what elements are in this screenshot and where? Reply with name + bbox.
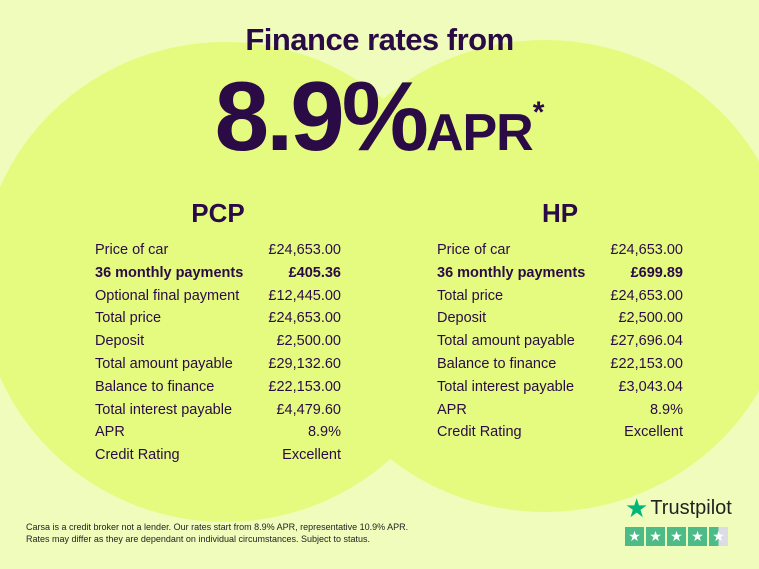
row-value: £24,653.00 [610,242,683,258]
row-label: APR [95,424,125,441]
row-label: APR [437,401,467,418]
row-label: Total amount payable [95,355,233,372]
row-label: Balance to finance [95,378,215,395]
table-row: Total interest payable £3,043.04 [437,376,683,399]
row-label: Deposit [95,333,145,350]
table-row: Credit Rating Excellent [95,444,341,467]
row-value: £22,153.00 [610,355,683,372]
row-value: Excellent [624,424,683,441]
table-row: 36 monthly payments £699.89 [437,262,683,285]
hp-table: HP Price of car £24,653.00 36 monthly paym… [437,198,683,444]
row-value: £24,653.00 [268,310,341,327]
row-label: Total interest payable [95,401,233,418]
row-value: Excellent [282,447,341,464]
row-value: £29,132.60 [268,355,341,372]
half-star-icon: ★ [709,527,728,546]
pcp-title: PCP [191,198,245,228]
trustpilot-name: Trustpilot [650,497,732,519]
row-label: Credit Rating [437,424,522,441]
headline: Finance rates from [245,22,514,57]
table-row: Total amount payable £27,696.04 [437,330,683,353]
table-row: Total interest payable £4,479.60 [95,399,341,422]
table-row: Total price £24,653.00 [95,307,341,330]
table-row: APR 8.9% [95,421,341,444]
star-icon: ★ [667,527,686,546]
table-row: APR 8.9% [437,399,683,422]
row-value: £2,500.00 [276,333,341,350]
row-label: Total price [95,310,162,327]
row-label: Credit Rating [95,447,180,464]
table-row: Deposit £2,500.00 [95,330,341,353]
table-row: Total price £24,653.00 [437,285,683,308]
row-value: £699.89 [630,264,683,281]
table-row: Balance to finance £22,153.00 [95,376,341,399]
row-value: £27,696.04 [610,333,683,350]
table-row: Balance to finance £22,153.00 [437,353,683,376]
table-row: Credit Rating Excellent [437,421,683,444]
row-value: 8.9% [649,401,683,418]
row-label: Price of car [95,242,169,258]
pcp-table: PCP Price of car £24,653.00 36 monthly pay… [95,198,341,467]
row-value: £405.36 [288,264,341,281]
hp-title: HP [541,198,579,228]
rating-stars: ★ ★ ★ ★ ★ [625,527,732,546]
apr-label: APR [425,104,534,162]
row-label: 36 monthly payments [95,264,244,281]
row-label: Total price [437,287,504,304]
row-label: 36 monthly payments [437,264,586,281]
row-label: Total interest payable [437,378,575,395]
row-label: Balance to finance [437,355,557,372]
row-value: £3,043.04 [618,378,683,395]
row-label: Deposit [437,310,487,327]
row-value: £24,653.00 [610,287,683,304]
table-row: Price of car £24,653.00 [95,239,341,262]
right-circle-background [300,40,759,512]
star-icon: ★ [646,527,665,546]
table-row: Price of car £24,653.00 [437,239,683,262]
disclaimer-line: Rates may differ as they are dependant o… [26,534,371,544]
row-value: £4,479.60 [276,401,341,418]
trustpilot-badge: ★ Trustpilot ★ ★ ★ ★ ★ [625,493,732,546]
disclaimer: Carsa is a credit broker not a lender. O… [26,521,408,545]
row-value: 8.9% [307,424,341,441]
star-icon: ★ [688,527,707,546]
table-row: Deposit £2,500.00 [437,307,683,330]
rate-display: 8.9%APR* [0,60,759,173]
table-row: 36 monthly payments £405.36 [95,262,341,285]
row-label: Total amount payable [437,333,575,350]
row-label: Optional final payment [95,287,240,304]
star-icon: ★ [625,527,644,546]
row-value: £12,445.00 [268,287,341,304]
table-row: Optional final payment £12,445.00 [95,285,341,308]
row-value: £2,500.00 [618,310,683,327]
asterisk: * [532,96,545,129]
row-value: £24,653.00 [268,242,341,258]
table-row: Total amount payable £29,132.60 [95,353,341,376]
rate-value: 8.9% [214,61,429,171]
row-value: £22,153.00 [268,378,341,395]
row-label: Price of car [437,242,511,258]
star-icon: ★ [625,493,649,523]
disclaimer-line: Carsa is a credit broker not a lender. O… [26,522,409,532]
